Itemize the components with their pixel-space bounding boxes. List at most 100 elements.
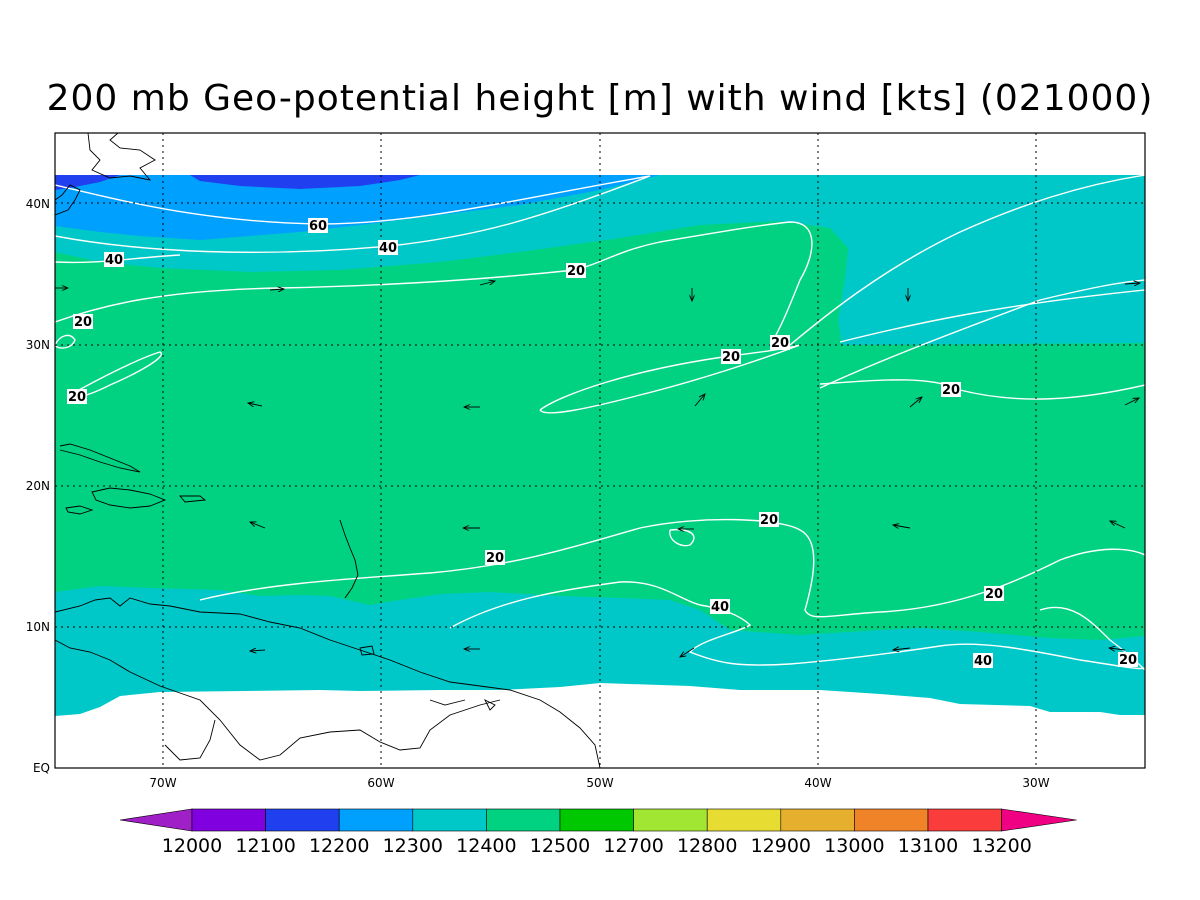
wind-arrow bbox=[909, 397, 922, 408]
coast-guiana-interior bbox=[164, 698, 496, 761]
svg-text:40: 40 bbox=[711, 600, 729, 615]
contour-line bbox=[819, 279, 1145, 389]
y-tick-label: EQ bbox=[33, 761, 50, 775]
colorbar-arrow-high bbox=[1001, 808, 1077, 832]
gridlines bbox=[55, 133, 1145, 768]
colorbar-label: 13200 bbox=[971, 835, 1031, 857]
colorbar-label: 12800 bbox=[677, 835, 737, 857]
svg-text:40: 40 bbox=[379, 241, 397, 256]
contour-label: 20 bbox=[566, 263, 586, 279]
band-12200-nw bbox=[55, 175, 120, 190]
x-tick-label: 70W bbox=[149, 776, 176, 790]
coast-lesser-antilles bbox=[339, 519, 359, 599]
colorbar: 12000 12100 12200 12300 12400 12500 12700 12800… bbox=[119, 808, 1077, 857]
colorbar-swatch bbox=[191, 808, 266, 832]
y-tick-label: 30N bbox=[26, 338, 50, 352]
coast-south-america bbox=[55, 597, 601, 768]
svg-text:20: 20 bbox=[942, 383, 960, 398]
colorbar-label: 13000 bbox=[824, 835, 884, 857]
colorbar-arrow-low bbox=[119, 808, 193, 832]
wind-arrow bbox=[479, 281, 495, 286]
band-12200 bbox=[190, 175, 420, 189]
contour-labels: 60 40 40 20 20 20 20 20 20 20 20 20 20 4… bbox=[67, 218, 1138, 669]
wind-arrow bbox=[269, 289, 284, 290]
svg-text:20: 20 bbox=[771, 336, 789, 351]
svg-text:20: 20 bbox=[760, 513, 778, 528]
svg-text:60: 60 bbox=[309, 219, 327, 234]
colorbar-swatch bbox=[633, 808, 708, 832]
contour-line bbox=[199, 518, 1145, 618]
contour-line bbox=[1039, 606, 1145, 671]
wind-arrow bbox=[250, 650, 266, 651]
contour-label: 40 bbox=[710, 599, 730, 615]
colorbar-swatch bbox=[265, 808, 340, 832]
x-tick-label: 30W bbox=[1022, 776, 1049, 790]
svg-text:40: 40 bbox=[974, 654, 992, 669]
contour-line bbox=[839, 289, 1145, 343]
wind-arrow bbox=[893, 648, 911, 650]
colorbar-swatch bbox=[486, 808, 561, 832]
contour-label: 20 bbox=[770, 335, 790, 351]
colorbar-label: 12700 bbox=[603, 835, 663, 857]
wind-arrow bbox=[1110, 521, 1126, 529]
contour-label: 20 bbox=[73, 314, 93, 330]
chart-title: 200 mb Geo-potential height [m] with win… bbox=[46, 78, 1154, 119]
svg-text:20: 20 bbox=[985, 587, 1003, 602]
colorbar-swatch bbox=[854, 808, 929, 832]
colorbar-swatch bbox=[412, 808, 487, 832]
y-tick-label: 20N bbox=[26, 479, 50, 493]
contour-label: 20 bbox=[984, 586, 1004, 602]
colorbar-swatch bbox=[706, 808, 782, 832]
contour-label: 20 bbox=[1118, 652, 1138, 668]
wind-arrow bbox=[694, 394, 705, 407]
svg-text:20: 20 bbox=[722, 350, 740, 365]
y-axis-labels: 40N 30N 20N 10N EQ bbox=[26, 197, 50, 775]
wind-vectors bbox=[55, 281, 1140, 657]
band-12500 bbox=[55, 221, 1145, 640]
svg-text:20: 20 bbox=[567, 264, 585, 279]
coast-jamaica bbox=[65, 505, 94, 515]
x-axis-labels: 70W 60W 50W 40W 30W bbox=[149, 776, 1049, 790]
contour-label: 40 bbox=[378, 240, 398, 256]
x-tick-label: 50W bbox=[586, 776, 613, 790]
svg-text:20: 20 bbox=[1119, 653, 1137, 668]
contour-label: 20 bbox=[485, 550, 505, 566]
colorbar-swatch bbox=[338, 808, 414, 832]
contour-line bbox=[669, 528, 695, 547]
contour-line bbox=[789, 174, 1145, 346]
coast-trinidad bbox=[359, 645, 375, 656]
band-12300 bbox=[55, 175, 660, 240]
contour-label: 60 bbox=[308, 218, 328, 234]
colorbar-swatch bbox=[559, 808, 634, 832]
svg-text:20: 20 bbox=[68, 390, 86, 405]
contour-line bbox=[55, 334, 76, 349]
svg-text:20: 20 bbox=[486, 551, 504, 566]
y-tick-label: 40N bbox=[26, 197, 50, 211]
contour-line bbox=[449, 581, 1145, 670]
wind-arrow bbox=[250, 522, 266, 529]
plot-frame bbox=[54, 132, 1146, 769]
colorbar-label: 12100 bbox=[235, 835, 295, 857]
colorbar-label: 13100 bbox=[898, 835, 958, 857]
svg-text:20: 20 bbox=[74, 315, 92, 330]
contour-label: 20 bbox=[721, 349, 741, 365]
contour-label: 20 bbox=[941, 382, 961, 398]
contour-label: 40 bbox=[104, 252, 124, 268]
contour-label: 20 bbox=[67, 389, 87, 405]
contour-line bbox=[69, 351, 163, 398]
coast-cuba bbox=[59, 443, 141, 473]
wind-arrow bbox=[1124, 283, 1140, 284]
wind-contours bbox=[55, 174, 1145, 671]
coast-puerto-rico bbox=[179, 495, 207, 503]
wind-arrow bbox=[680, 647, 695, 657]
colorbar-label: 12300 bbox=[383, 835, 443, 857]
wind-arrow bbox=[1109, 648, 1126, 650]
wind-arrow bbox=[893, 525, 911, 528]
contour-line bbox=[55, 221, 813, 346]
colorbar-label: 12000 bbox=[162, 835, 222, 857]
svg-text:40: 40 bbox=[105, 253, 123, 268]
y-tick-label: 10N bbox=[26, 620, 50, 634]
wind-arrow bbox=[248, 403, 263, 406]
coast-hispaniola bbox=[91, 487, 167, 509]
